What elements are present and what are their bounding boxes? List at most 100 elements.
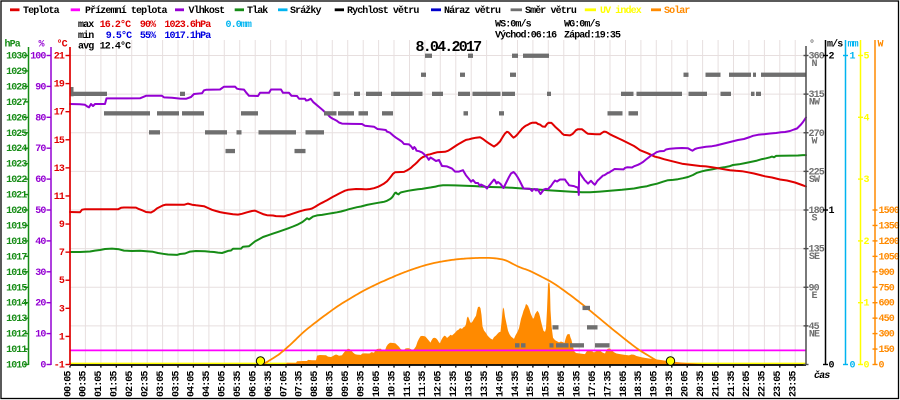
svg-text:06:35: 06:35 — [264, 371, 275, 397]
svg-text:1017.1hPa: 1017.1hPa — [164, 30, 211, 42]
svg-text:WG:0m/s: WG:0m/s — [564, 19, 601, 31]
svg-text:1014: 1014 — [6, 299, 27, 310]
svg-text:UV index: UV index — [600, 5, 642, 17]
svg-text:hPa: hPa — [5, 39, 21, 51]
svg-text:SE: SE — [809, 252, 820, 263]
svg-text:1016: 1016 — [6, 268, 27, 279]
svg-text:0: 0 — [850, 361, 856, 372]
svg-text:16:05: 16:05 — [557, 371, 568, 397]
svg-text:04:35: 04:35 — [202, 371, 213, 397]
svg-text:10:05: 10:05 — [372, 371, 383, 397]
svg-text:9: 9 — [59, 220, 65, 231]
svg-text:1020: 1020 — [6, 206, 27, 217]
svg-text:1018: 1018 — [6, 237, 27, 248]
svg-text:50: 50 — [35, 206, 46, 217]
svg-text:20: 20 — [35, 299, 46, 310]
svg-text:07:35: 07:35 — [295, 371, 306, 397]
svg-text:m/s: m/s — [827, 39, 843, 51]
svg-text:2: 2 — [829, 52, 835, 63]
svg-text:08:05: 08:05 — [310, 371, 321, 397]
svg-text:0: 0 — [829, 361, 835, 372]
svg-text:1030: 1030 — [6, 52, 27, 63]
svg-text:W: W — [878, 40, 884, 51]
svg-text:19:05: 19:05 — [650, 371, 661, 397]
svg-text:1026: 1026 — [6, 113, 27, 124]
svg-text:1010: 1010 — [6, 361, 27, 372]
svg-text:Teplota: Teplota — [23, 5, 60, 17]
svg-text:NE: NE — [809, 329, 820, 340]
svg-text:1027: 1027 — [6, 98, 27, 109]
svg-text:60: 60 — [35, 175, 46, 186]
svg-text:1: 1 — [850, 52, 856, 63]
svg-text:Rychlost větru: Rychlost větru — [347, 5, 419, 17]
svg-text:15: 15 — [54, 136, 65, 147]
svg-text:08:35: 08:35 — [326, 371, 337, 397]
svg-text:900: 900 — [879, 268, 895, 279]
svg-text:19: 19 — [54, 80, 65, 91]
svg-text:18:05: 18:05 — [619, 371, 630, 397]
svg-text:03:35: 03:35 — [171, 371, 182, 397]
svg-text:11: 11 — [54, 192, 65, 203]
svg-text:7: 7 — [59, 248, 65, 259]
svg-text:1013: 1013 — [6, 314, 27, 325]
svg-text:3: 3 — [864, 175, 870, 186]
svg-text:21:05: 21:05 — [711, 371, 722, 397]
svg-text:Směr větru: Směr větru — [525, 5, 577, 17]
svg-text:22:05: 22:05 — [742, 371, 753, 397]
svg-text:1029: 1029 — [6, 67, 27, 78]
svg-text:15:35: 15:35 — [542, 371, 553, 397]
svg-text:Tlak: Tlak — [247, 5, 268, 17]
svg-text:1050: 1050 — [879, 252, 900, 263]
svg-text:14:05: 14:05 — [495, 371, 506, 397]
svg-text:°C: °C — [57, 39, 68, 51]
svg-text:09:35: 09:35 — [357, 371, 368, 397]
svg-text:12:35: 12:35 — [449, 371, 460, 397]
svg-text:12.4°C: 12.4°C — [100, 41, 132, 53]
svg-text:80: 80 — [35, 113, 46, 124]
svg-text:13:35: 13:35 — [480, 371, 491, 397]
svg-text:1021: 1021 — [6, 191, 27, 202]
svg-text:4: 4 — [864, 113, 870, 124]
svg-text:WS:0m/s: WS:0m/s — [495, 19, 532, 31]
svg-text:0: 0 — [879, 361, 885, 372]
svg-text:W: W — [811, 136, 817, 147]
svg-text:03:05: 03:05 — [156, 371, 167, 397]
svg-text:S: S — [811, 214, 817, 225]
svg-text:02:35: 02:35 — [141, 371, 152, 397]
svg-text:00:05: 00:05 — [63, 371, 74, 397]
svg-text:100: 100 — [30, 52, 46, 63]
svg-text:2: 2 — [864, 237, 870, 248]
svg-text:min: min — [78, 30, 94, 42]
svg-text:17: 17 — [54, 108, 65, 119]
svg-text:Náraz větru: Náraz větru — [444, 5, 501, 17]
svg-text:11:05: 11:05 — [403, 371, 414, 397]
svg-text:20:05: 20:05 — [681, 371, 692, 397]
svg-text:19:35: 19:35 — [665, 371, 676, 397]
svg-text:1028: 1028 — [6, 82, 27, 93]
svg-text:°: ° — [809, 39, 814, 51]
svg-text:Srážky: Srážky — [290, 5, 322, 17]
svg-text:12:05: 12:05 — [434, 371, 445, 397]
svg-text:270: 270 — [809, 129, 825, 140]
svg-text:02:05: 02:05 — [125, 371, 136, 397]
svg-text:360: 360 — [809, 52, 825, 63]
svg-text:1024: 1024 — [6, 144, 27, 155]
svg-text:09:05: 09:05 — [341, 371, 352, 397]
svg-text:SW: SW — [809, 175, 820, 186]
svg-text:1011: 1011 — [6, 345, 27, 356]
svg-text:1015: 1015 — [6, 283, 27, 294]
svg-text:Vlhkost: Vlhkost — [189, 5, 226, 17]
svg-text:23:05: 23:05 — [773, 371, 784, 397]
svg-text:21: 21 — [54, 52, 65, 63]
svg-text:18:35: 18:35 — [634, 371, 645, 397]
svg-text:135: 135 — [809, 245, 825, 256]
svg-text:Přízemní teplota: Přízemní teplota — [85, 5, 168, 17]
svg-text:Západ:19:35: Západ:19:35 — [564, 30, 621, 42]
svg-text:13:05: 13:05 — [465, 371, 476, 397]
svg-text:1012: 1012 — [6, 330, 27, 341]
svg-text:-1: -1 — [54, 360, 65, 371]
svg-text:90: 90 — [809, 283, 820, 294]
svg-text:mm: mm — [848, 40, 859, 51]
svg-text:11:35: 11:35 — [418, 371, 429, 397]
svg-text:1350: 1350 — [879, 221, 900, 232]
